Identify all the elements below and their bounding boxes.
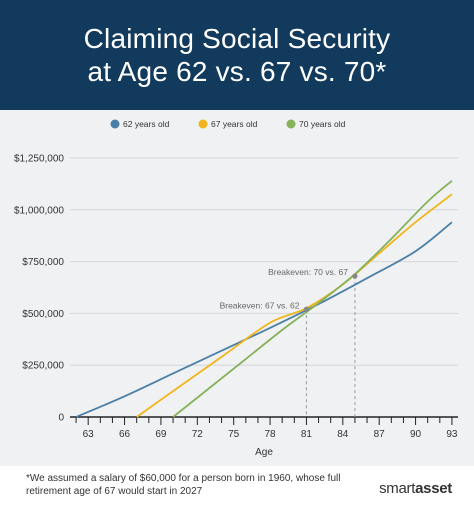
x-tick-label: 93	[446, 429, 458, 440]
y-tick-label: $250,000	[22, 361, 64, 372]
y-tick-label: 0	[58, 413, 64, 424]
y-tick-label: $750,000	[22, 257, 64, 268]
brand-part-1: smart	[379, 480, 416, 497]
x-tick-label: 78	[265, 429, 277, 440]
series-70-line	[172, 180, 453, 418]
breakeven-label: Breakeven: 70 vs. 67	[268, 267, 348, 277]
smartasset-logo: smartasset	[379, 480, 452, 497]
footer: *We assumed a salary of $60,000 for a pe…	[0, 466, 474, 507]
x-tick-label: 87	[374, 429, 386, 440]
x-tick-label: 72	[192, 429, 204, 440]
y-tick-label: $1,250,000	[14, 154, 64, 165]
breakeven-label: Breakeven: 67 vs. 62	[220, 300, 300, 310]
chart-panel: 0 $250,000 $500,000 $750,000 $1,000,000 $1,25…	[0, 110, 474, 466]
x-tick-label: 84	[337, 429, 349, 440]
legend-62-swatch	[110, 119, 120, 129]
line-chart: 0 $250,000 $500,000 $750,000 $1,000,000 $1,25…	[14, 119, 458, 458]
brand-part-2: asset	[415, 480, 452, 497]
x-tick-label: 63	[83, 429, 95, 440]
chart-header: Claiming Social Security at Age 62 vs. 6…	[0, 0, 474, 110]
x-tick-label: 69	[155, 429, 167, 440]
x-axis-label: Age	[255, 447, 273, 458]
legend-67-label: 67 years old	[211, 119, 258, 129]
legend-62-label: 62 years old	[123, 119, 170, 129]
x-tick-label: 81	[301, 429, 313, 440]
chart-title-line-1: Claiming Social Security	[83, 23, 391, 54]
y-tick-label: $500,000	[22, 309, 64, 320]
x-tick-label: 66	[119, 429, 131, 440]
footnote: *We assumed a salary of $60,000 for a pe…	[26, 473, 341, 497]
x-tick-label: 90	[410, 429, 422, 440]
legend-70-label: 70 years old	[299, 119, 346, 129]
legend-70-swatch	[286, 119, 296, 129]
breakeven-marker	[352, 273, 358, 279]
chart-title-line-2: at Age 62 vs. 67 vs. 70*	[87, 56, 387, 87]
series-62-line	[75, 221, 453, 418]
breakeven-marker	[303, 306, 310, 312]
y-tick-label: $1,000,000	[14, 205, 64, 216]
legend-67-swatch	[198, 119, 208, 129]
x-tick-label: 75	[228, 429, 240, 440]
